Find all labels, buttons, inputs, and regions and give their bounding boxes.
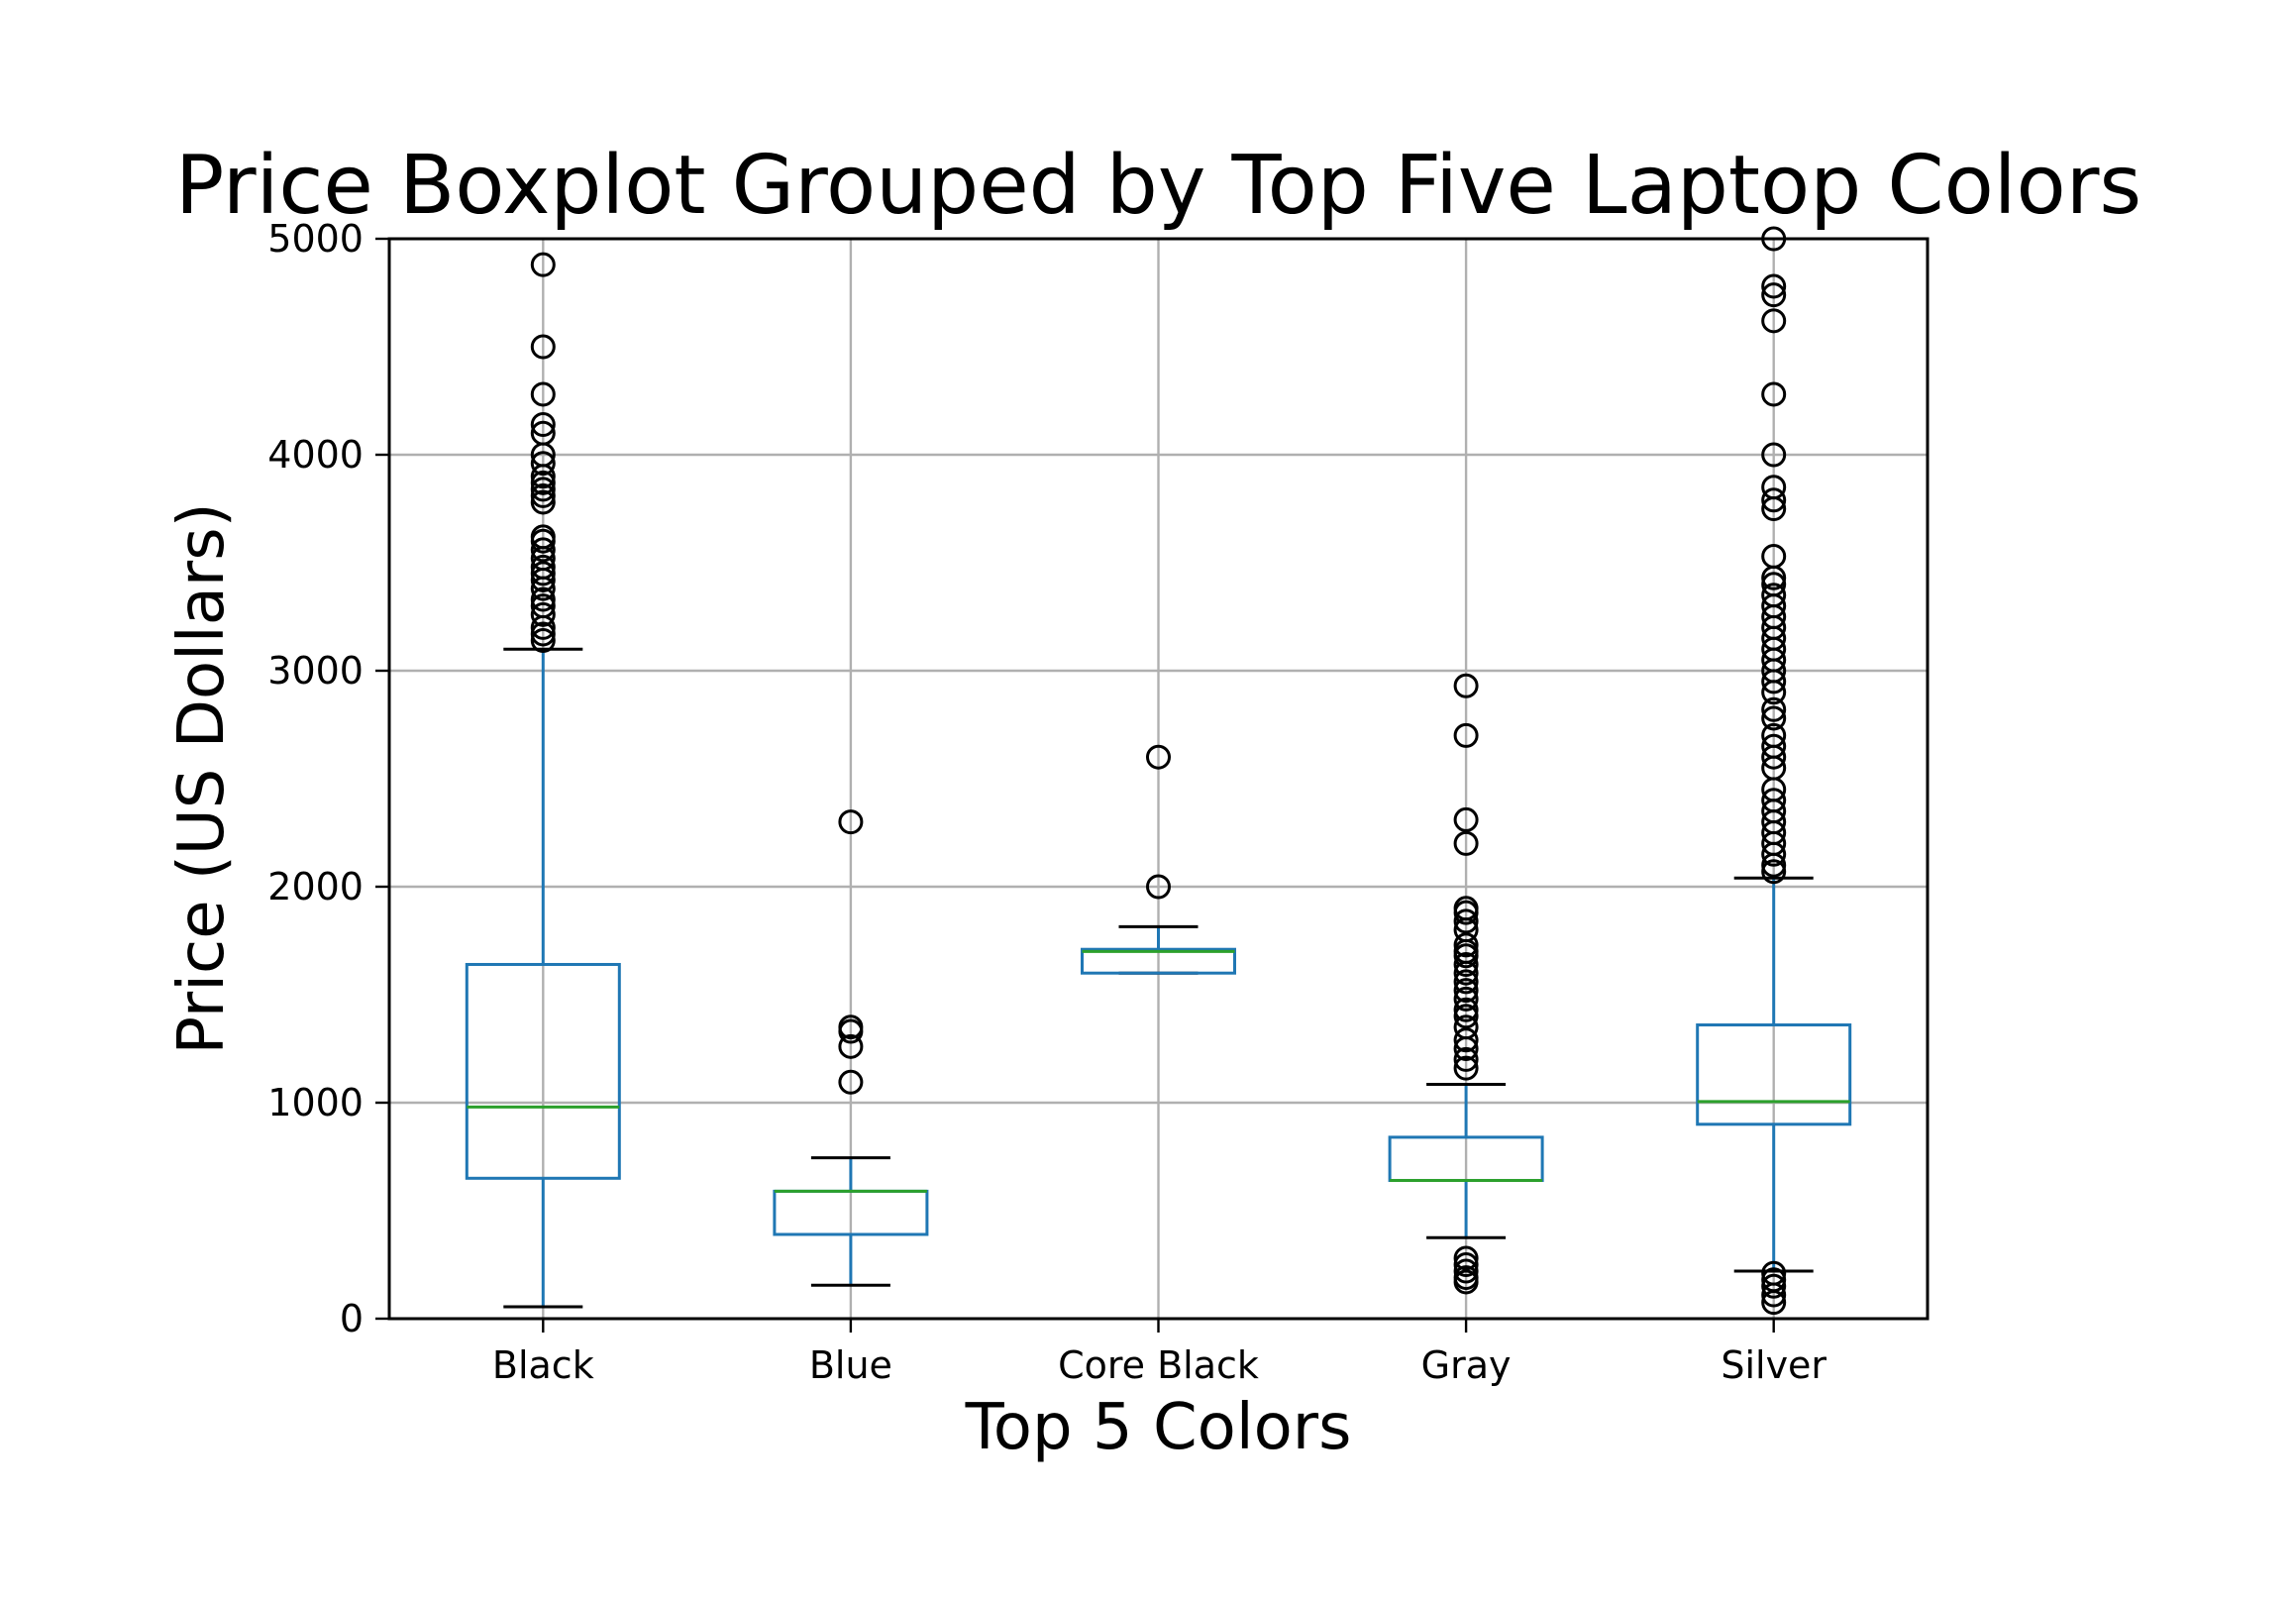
outlier-point (530, 411, 556, 437)
y-tick-label: 3000 (267, 649, 364, 693)
outlier-point (1453, 1055, 1479, 1081)
y-tick-label: 0 (340, 1297, 364, 1340)
outlier-point (530, 524, 556, 550)
outlier-point (1761, 722, 1787, 748)
outlier-point (838, 1015, 864, 1040)
outlier-point (1761, 583, 1787, 608)
x-axis-label: Top 5 Colors (965, 1391, 1352, 1464)
outlier-point (530, 252, 556, 277)
chart-title: Price Boxplot Grouped by Top Five Laptop… (175, 139, 2141, 233)
outlier-point (838, 1069, 864, 1095)
outlier-point (530, 334, 556, 360)
outlier-point (1761, 273, 1787, 299)
outlier-point (1761, 733, 1787, 759)
outlier-point (1453, 1027, 1479, 1053)
box-group (1388, 673, 1544, 1295)
outlier-point (1761, 1260, 1787, 1286)
outlier-point (1453, 722, 1479, 748)
outlier-point (530, 420, 556, 446)
outlier-point (1453, 986, 1479, 1012)
outlier-point (1453, 1245, 1479, 1271)
outlier-point (1761, 381, 1787, 407)
x-tick-label: Gray (1421, 1343, 1512, 1387)
x-tick-label: Core Black (1058, 1343, 1259, 1387)
outlier-point (530, 489, 556, 515)
outlier-point (838, 1033, 864, 1059)
outlier-point (1761, 859, 1787, 885)
outlier-point (838, 809, 864, 835)
outlier-point (1761, 572, 1787, 597)
outlier-point (1453, 1265, 1479, 1291)
outlier-point (530, 554, 556, 580)
outlier-point (1453, 969, 1479, 995)
outlier-point (1146, 874, 1171, 900)
outlier-point (1761, 1267, 1787, 1293)
outlier-point (530, 477, 556, 502)
box-group (1081, 744, 1236, 975)
y-tick-label: 2000 (267, 865, 364, 908)
outlier-point (530, 601, 556, 627)
outlier-point (1453, 1004, 1479, 1029)
outlier-point (1453, 673, 1479, 698)
outlier-point (530, 482, 556, 508)
y-axis-label: Price (US Dollars) (165, 502, 239, 1054)
x-tick-label: Silver (1721, 1343, 1826, 1387)
outlier-point (530, 587, 556, 612)
box-group (773, 809, 929, 1287)
box-group (465, 252, 621, 1309)
iqr-box (1696, 1023, 1852, 1126)
y-tick-label: 1000 (267, 1081, 364, 1124)
outlier-point (1453, 830, 1479, 856)
outlier-point (1453, 1258, 1479, 1284)
outlier-point (1453, 997, 1479, 1022)
outlier-point (530, 621, 556, 647)
outlier-point (1453, 1046, 1479, 1072)
outlier-point (1453, 806, 1479, 832)
y-tick-label: 5000 (267, 217, 364, 261)
outlier-point (530, 561, 556, 587)
outlier-point (1453, 896, 1479, 921)
outlier-point (530, 470, 556, 495)
outlier-point (1761, 475, 1787, 500)
outlier-point (1146, 744, 1171, 770)
outlier-point (1453, 1015, 1479, 1040)
outlier-point (1453, 1252, 1479, 1277)
outlier-point (1453, 908, 1479, 934)
outlier-point (1761, 1273, 1787, 1299)
outlier-point (1761, 788, 1787, 813)
x-tick-label: Black (492, 1343, 594, 1387)
outlier-point (530, 381, 556, 407)
outlier-point (1761, 696, 1787, 722)
outlier-point (1761, 543, 1787, 569)
outlier-point (1761, 282, 1787, 308)
y-tick-label: 4000 (267, 433, 364, 477)
outlier-point (530, 451, 556, 477)
outlier-point (530, 627, 556, 653)
iqr-box (465, 962, 621, 1180)
outlier-point (530, 537, 556, 563)
x-tick-label: Blue (809, 1343, 892, 1387)
outlier-point (1453, 978, 1479, 1004)
iqr-box (1081, 947, 1236, 975)
outlier-point (1453, 951, 1479, 977)
outlier-point (1761, 308, 1787, 334)
outlier-point (1761, 487, 1787, 513)
axis-ticks: 0 1000 2000 3000 4000 5000 Black Blue Core Black… (267, 217, 1826, 1387)
outlier-point (1453, 932, 1479, 958)
outlier-point (1761, 442, 1787, 468)
outlier-point (530, 593, 556, 619)
outlier-point (1761, 705, 1787, 731)
